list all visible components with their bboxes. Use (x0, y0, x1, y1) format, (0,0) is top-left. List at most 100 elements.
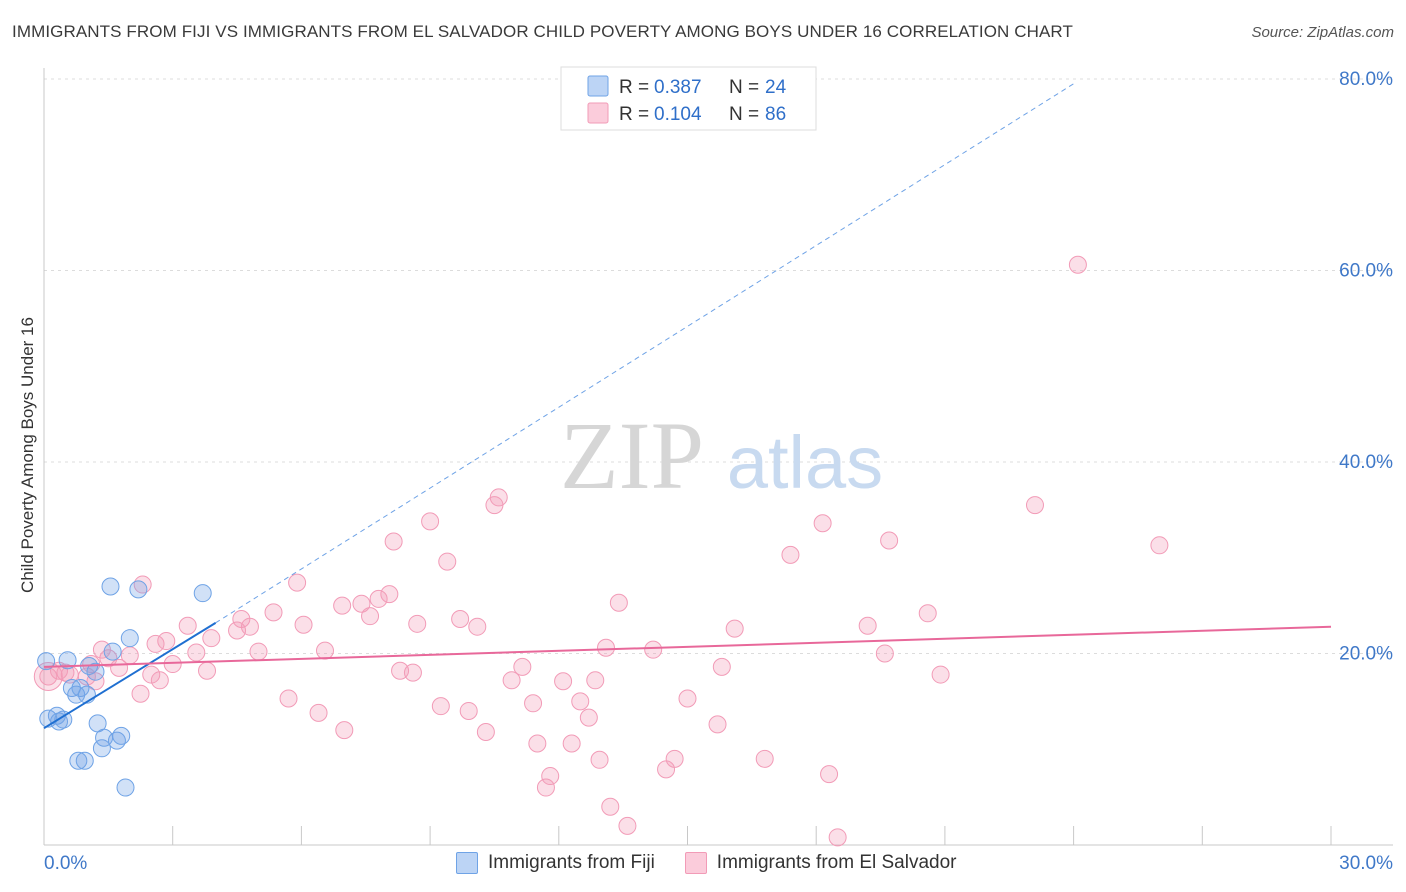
chart-source: Source: ZipAtlas.com (1251, 24, 1394, 41)
elsalvador-point (39, 667, 58, 686)
elsalvador-point (781, 545, 800, 564)
fiji-point (116, 778, 135, 797)
fiji-point (129, 580, 148, 599)
legend-fiji-n-label: N = (729, 77, 759, 98)
axes (43, 68, 1393, 846)
watermark: ZIP atlas (560, 402, 883, 509)
legend-elsalvador-r-value: 0.104 (654, 104, 702, 125)
fiji-point (101, 577, 120, 596)
fiji-point (54, 710, 73, 729)
fiji-point (71, 678, 90, 697)
x-tick-label: 0.0% (44, 853, 87, 874)
legend-fiji-swatch (587, 75, 609, 97)
fiji-point (86, 662, 105, 681)
elsalvador-point (586, 671, 605, 690)
elsalvador-point (468, 617, 487, 636)
elsalvador-point (918, 604, 937, 623)
y-tick-label: 20.0% (1339, 644, 1393, 665)
elsalvador-point (150, 671, 169, 690)
bottom-legend-elsalvador-label: Immigrants from El Salvador (716, 852, 957, 873)
elsalvador-point (178, 616, 197, 635)
elsalvador-point (202, 629, 221, 648)
elsalvador-point (408, 614, 427, 633)
elsalvador-point (562, 734, 581, 753)
elsalvador-point (333, 596, 352, 615)
elsalvador-point (513, 657, 532, 676)
elsalvador-point (431, 697, 450, 716)
watermark-atlas: atlas (727, 421, 883, 504)
fiji-point (37, 652, 56, 671)
elsalvador-point (86, 672, 105, 691)
elsalvador-point (146, 634, 165, 653)
fiji-points (37, 577, 212, 797)
elsalvador-point (352, 594, 371, 613)
legend-elsalvador-n-value: 86 (765, 104, 786, 125)
fiji-point (69, 751, 88, 770)
elsalvador-point (813, 514, 832, 533)
y-tick-label: 80.0% (1339, 69, 1393, 90)
elsalvador-point (120, 646, 139, 665)
elsalvador-point (198, 661, 217, 680)
grid-lines (44, 78, 1393, 654)
elsalvador-point (880, 531, 899, 550)
elsalvador-point (240, 617, 259, 636)
elsalvador-point (476, 723, 495, 742)
elsalvador-point (931, 665, 950, 684)
elsalvador-point (294, 615, 313, 634)
elsalvador-point (875, 644, 894, 663)
elsalvador-point (249, 642, 268, 661)
elsalvador-point (33, 661, 63, 691)
elsalvador-point (384, 532, 403, 551)
bottom-legend-fiji-label: Immigrants from Fiji (488, 852, 655, 873)
fiji-trend-extended (215, 83, 1074, 624)
bottom-legend-fiji-swatch (456, 852, 478, 874)
fiji-point (103, 642, 122, 661)
elsalvador-point (725, 619, 744, 638)
x-tick-label: 30.0% (1339, 853, 1393, 874)
elsalvador-point (708, 715, 727, 734)
elsalvador-point (315, 641, 334, 660)
elsalvador-point (712, 657, 731, 676)
elsalvador-point (1150, 536, 1169, 555)
fiji-trend-line (43, 622, 217, 730)
elsalvador-point (528, 734, 547, 753)
y-tick-label: 40.0% (1339, 452, 1393, 473)
legend-elsalvador-r-label: R = (619, 104, 649, 125)
elsalvador-point (335, 721, 354, 740)
elsalvador-point (1025, 496, 1044, 515)
bottom-legend-elsalvador: Immigrants from El Salvador (684, 852, 957, 874)
elsalvador-point (279, 689, 298, 708)
elsalvador-point (536, 778, 555, 797)
elsalvador-point (618, 816, 637, 835)
elsalvador-point (858, 616, 877, 635)
elsalvador-point (755, 749, 774, 768)
elsalvador-point (489, 488, 508, 507)
elsalvador-point (142, 665, 161, 684)
elsalvador-point (554, 672, 573, 691)
elsalvador-point (502, 671, 521, 690)
fiji-point (77, 685, 96, 704)
bottom-legend-elsalvador-swatch (684, 852, 707, 874)
legend-fiji-r-value: 0.387 (654, 77, 702, 98)
elsalvador-point (524, 694, 543, 713)
elsalvador-point (571, 692, 590, 711)
elsalvador-point (590, 750, 609, 769)
elsalvador-point (157, 632, 176, 651)
fiji-point (193, 584, 212, 603)
elsalvador-point (131, 684, 150, 703)
elsalvador-point (644, 640, 663, 659)
fiji-point (58, 651, 77, 670)
elsalvador-point (369, 589, 388, 608)
trend-lines (43, 83, 1332, 730)
fiji-point (112, 726, 131, 745)
y-tick-label: 60.0% (1339, 261, 1393, 282)
elsalvador-point (403, 663, 422, 682)
legend-box: R = 0.387 N = 24 R = 0.104 N = 86 (560, 66, 817, 131)
legend-elsalvador-n-label: N = (729, 104, 759, 125)
fiji-point (120, 629, 139, 648)
y-axis-title: Child Poverty Among Boys Under 16 (18, 317, 37, 593)
elsalvador-point (438, 552, 457, 571)
elsalvador-point (421, 512, 440, 531)
elsalvador-point (820, 765, 839, 784)
